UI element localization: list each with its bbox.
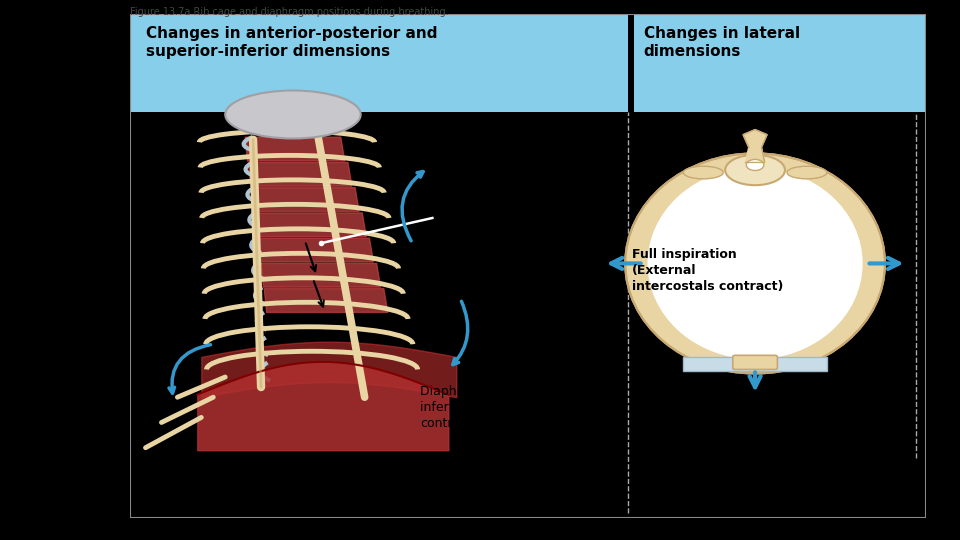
- FancyBboxPatch shape: [732, 355, 778, 369]
- Polygon shape: [245, 137, 345, 161]
- Text: Changes in anterior-posterior and
superior-inferior dimensions: Changes in anterior-posterior and superi…: [146, 26, 437, 58]
- FancyBboxPatch shape: [130, 14, 628, 112]
- Text: (a) Inspiration: Air (gases) flows into the lungs: (a) Inspiration: Air (gases) flows into …: [137, 465, 540, 481]
- Text: Ribs elevated
as external
intercostals
contract: Ribs elevated as external intercostals c…: [448, 142, 534, 203]
- Text: Full inspiration
(External
intercostals contract): Full inspiration (External intercostals …: [632, 248, 783, 293]
- Polygon shape: [254, 213, 367, 237]
- Ellipse shape: [725, 155, 785, 185]
- Text: Diaphragm moves
inferiorly during
contraction: Diaphragm moves inferiorly during contra…: [420, 384, 536, 430]
- Ellipse shape: [684, 166, 723, 179]
- Ellipse shape: [226, 91, 361, 138]
- Text: Changes in lateral
dimensions: Changes in lateral dimensions: [643, 26, 800, 58]
- Polygon shape: [252, 188, 359, 212]
- FancyBboxPatch shape: [634, 14, 926, 112]
- Ellipse shape: [625, 153, 885, 374]
- Ellipse shape: [787, 166, 827, 179]
- Polygon shape: [743, 130, 767, 163]
- Ellipse shape: [647, 167, 863, 359]
- Polygon shape: [264, 289, 388, 313]
- Polygon shape: [261, 264, 380, 287]
- Text: External
intercostal
muscles: External intercostal muscles: [448, 248, 515, 293]
- Text: Figure 13.7a Rib cage and diaphragm positions during breathing.: Figure 13.7a Rib cage and diaphragm posi…: [130, 7, 448, 17]
- Polygon shape: [258, 238, 373, 262]
- Ellipse shape: [746, 159, 764, 171]
- FancyBboxPatch shape: [684, 357, 827, 371]
- Polygon shape: [249, 163, 352, 186]
